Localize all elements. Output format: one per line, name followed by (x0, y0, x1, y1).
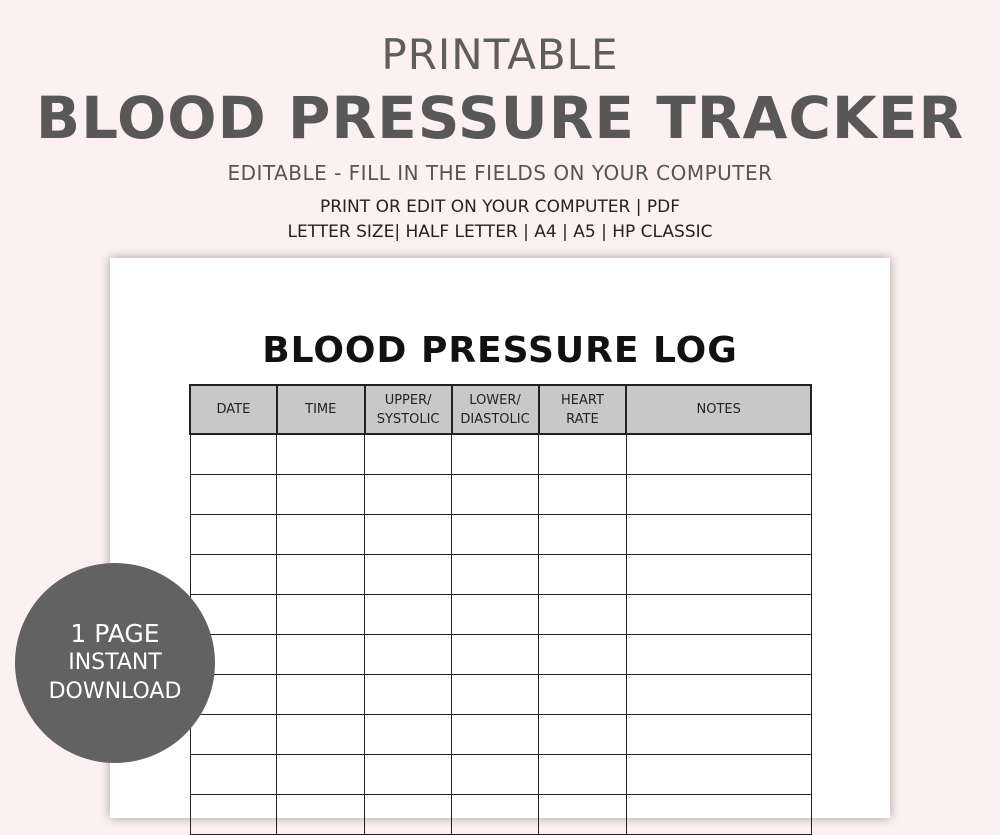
table-row (189, 793, 812, 835)
subtitle: EDITABLE - FILL IN THE FIELDS ON YOUR CO… (227, 161, 773, 185)
column-header-text: LOWER/ (469, 392, 521, 408)
badge-line: 1 PAGE (70, 619, 160, 648)
log-sheet: BLOOD PRESSURE LOG DATE TIME UPPER/SYSTOLI… (110, 258, 890, 835)
entry-cell[interactable] (625, 433, 812, 475)
entry-cell[interactable] (189, 793, 278, 835)
entry-cell[interactable] (625, 473, 812, 515)
column-header: NOTES (625, 384, 812, 435)
column-header: DATE (189, 384, 278, 435)
entry-cell[interactable] (276, 633, 366, 675)
entry-cell[interactable] (451, 593, 540, 635)
entry-cell[interactable] (538, 633, 627, 675)
entry-cell[interactable] (625, 713, 812, 755)
entry-cell[interactable] (364, 513, 453, 555)
entry-cell[interactable] (276, 593, 366, 635)
main-title: BLOOD PRESSURE TRACKER (35, 84, 965, 152)
table-row (189, 513, 812, 555)
entry-cell[interactable] (189, 713, 278, 755)
entry-cell[interactable] (189, 753, 278, 795)
sizes-line: LETTER SIZE| HALF LETTER | A4 | A5 | HP … (287, 222, 713, 242)
entry-cell[interactable] (276, 753, 366, 795)
entry-cell[interactable] (538, 753, 627, 795)
column-header-text: DIASTOLIC (460, 411, 530, 427)
entry-cell[interactable] (364, 433, 453, 475)
entry-cell[interactable] (276, 793, 366, 835)
entry-cell[interactable] (538, 553, 627, 595)
entry-cell[interactable] (625, 553, 812, 595)
entry-cell[interactable] (538, 593, 627, 635)
entry-cell[interactable] (364, 593, 453, 635)
table-row (189, 433, 812, 475)
entry-cell[interactable] (451, 673, 540, 715)
column-header-text: HEART (560, 392, 604, 408)
format-line: PRINT OR EDIT ON YOUR COMPUTER | PDF (319, 197, 680, 217)
entry-cell[interactable] (625, 633, 812, 675)
entry-cell[interactable] (189, 553, 278, 595)
entry-cell[interactable] (538, 793, 627, 835)
entry-cell[interactable] (538, 513, 627, 555)
column-header-text: SYSTOLIC (376, 411, 440, 427)
table-row (189, 753, 812, 795)
entry-cell[interactable] (451, 553, 540, 595)
table-row (189, 593, 812, 635)
entry-cell[interactable] (625, 673, 812, 715)
entry-cell[interactable] (538, 473, 627, 515)
column-header: TIME (275, 384, 366, 435)
entry-cell[interactable] (189, 513, 278, 555)
column-header: LOWER/DIASTOLIC (450, 384, 540, 435)
badge-line: INSTANT (68, 650, 162, 675)
table-row (189, 553, 812, 595)
log-title: BLOOD PRESSURE LOG (262, 330, 738, 371)
entry-cell[interactable] (538, 433, 627, 475)
entry-cell[interactable] (364, 713, 453, 755)
entry-cell[interactable] (625, 593, 812, 635)
entry-cell[interactable] (189, 473, 278, 515)
entry-cell[interactable] (364, 553, 453, 595)
entry-cell[interactable] (276, 713, 366, 755)
table-row (189, 633, 812, 675)
entry-cell[interactable] (451, 473, 540, 515)
column-header: UPPER/SYSTOLIC (363, 384, 453, 435)
entry-cell[interactable] (276, 553, 366, 595)
entry-cell[interactable] (625, 793, 812, 835)
table-row (189, 673, 812, 715)
entry-cell[interactable] (538, 673, 627, 715)
entry-cell[interactable] (364, 793, 453, 835)
entry-cell[interactable] (276, 433, 366, 475)
entry-cell[interactable] (625, 513, 812, 555)
entry-cell[interactable] (451, 793, 540, 835)
table-row (189, 713, 812, 755)
entry-cell[interactable] (189, 433, 278, 475)
entry-cell[interactable] (364, 673, 453, 715)
entry-cell[interactable] (451, 713, 540, 755)
column-header-text: UPPER/ (384, 392, 432, 408)
column-header-text: RATE (566, 411, 599, 427)
entry-cell[interactable] (276, 673, 366, 715)
instant-download-badge: 1 PAGE INSTANT DOWNLOAD (15, 563, 215, 763)
entry-cell[interactable] (451, 513, 540, 555)
entry-cell[interactable] (451, 753, 540, 795)
column-header-text: DATE (216, 402, 251, 417)
pretitle: PRINTABLE (381, 30, 619, 79)
log-table: DATE TIME UPPER/SYSTOLIC LOWER/DIASTOLIC HEA… (189, 384, 812, 835)
entry-cell[interactable] (364, 633, 453, 675)
column-header-text: TIME (305, 402, 337, 417)
badge-line: DOWNLOAD (48, 679, 182, 704)
entry-cell[interactable] (276, 513, 366, 555)
entry-cell[interactable] (364, 473, 453, 515)
entry-cell[interactable] (364, 753, 453, 795)
entry-cell[interactable] (625, 753, 812, 795)
entry-cell[interactable] (538, 713, 627, 755)
table-row (189, 473, 812, 515)
entry-cell[interactable] (451, 433, 540, 475)
column-header-text: NOTES (696, 402, 741, 417)
column-header: HEART RATE (537, 384, 628, 435)
entry-cell[interactable] (451, 633, 540, 675)
entry-cell[interactable] (276, 473, 366, 515)
